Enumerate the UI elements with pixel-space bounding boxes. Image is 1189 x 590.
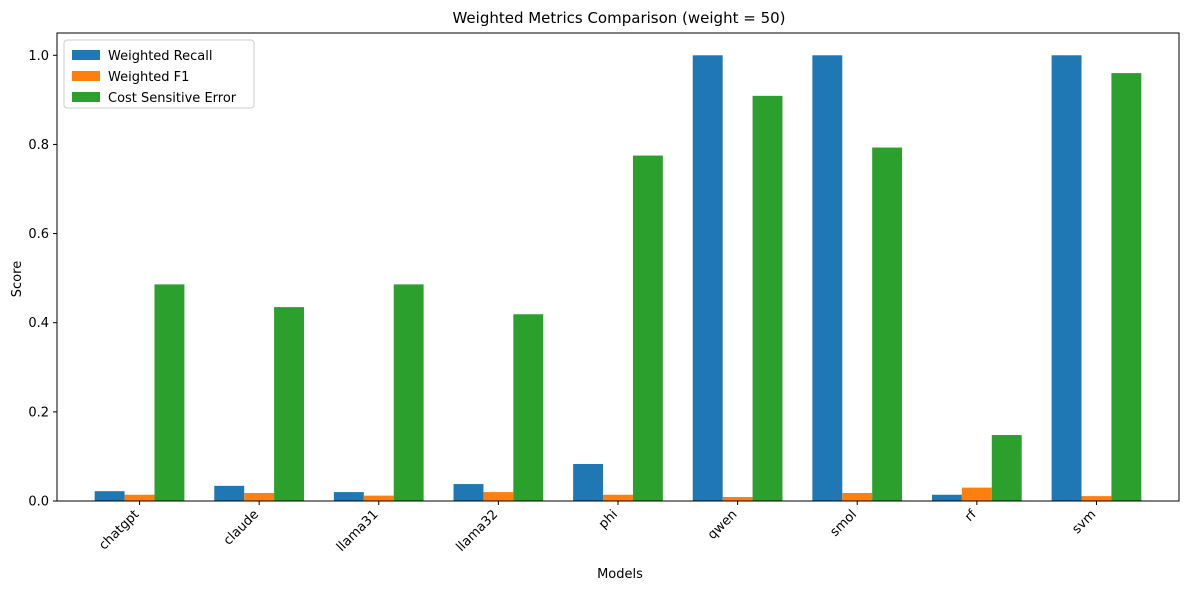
legend-swatch <box>72 71 100 81</box>
legend-frame <box>63 39 255 109</box>
x-tick-label: llama31 <box>334 507 382 555</box>
x-tick-label: phi <box>596 507 621 532</box>
x-tick-label: claude <box>221 507 262 548</box>
bar-cost-sensitive-error-svm <box>1111 73 1142 502</box>
bar-cost-sensitive-error-llama32 <box>513 314 544 501</box>
bar-weighted-recall-rf <box>931 494 962 501</box>
x-tick-label: smol <box>828 507 861 540</box>
bar-weighted-recall-smol <box>812 55 843 501</box>
legend-label: Weighted Recall <box>108 49 212 64</box>
bar-weighted-f1-llama31 <box>363 495 394 501</box>
bars-group <box>94 55 1142 502</box>
bar-cost-sensitive-error-llama31 <box>393 284 424 501</box>
bar-weighted-recall-qwen <box>692 55 723 501</box>
y-tick-label: 0.6 <box>28 227 49 242</box>
bar-cost-sensitive-error-chatgpt <box>154 284 185 501</box>
legend: Weighted Recall Weighted F1 Cost Sensitive… <box>63 39 255 109</box>
bar-cost-sensitive-error-smol <box>872 147 903 502</box>
y-tick-label: 0.2 <box>28 405 49 420</box>
chart-title: Weighted Metrics Comparison (weight = 50… <box>452 9 785 27</box>
bar-weighted-f1-claude <box>244 492 275 501</box>
bar-weighted-f1-llama32 <box>483 492 514 501</box>
legend-label: Cost Sensitive Error <box>108 91 237 106</box>
x-axis-label: Models <box>597 567 643 582</box>
y-axis-label: Score <box>10 261 25 297</box>
bar-weighted-recall-chatgpt <box>94 491 125 501</box>
bar-weighted-f1-qwen <box>722 496 753 501</box>
bar-cost-sensitive-error-qwen <box>752 95 783 501</box>
bar-weighted-f1-svm <box>1081 496 1112 501</box>
bar-cost-sensitive-error-phi <box>632 155 663 501</box>
bar-cost-sensitive-error-rf <box>991 435 1022 501</box>
bar-weighted-recall-svm <box>1051 55 1082 501</box>
legend-swatch <box>72 92 100 102</box>
y-tick-label: 0.4 <box>28 316 49 331</box>
bar-weighted-f1-rf <box>961 487 992 501</box>
bar-weighted-recall-phi <box>573 464 604 501</box>
x-tick-label: llama32 <box>454 507 502 555</box>
bar-cost-sensitive-error-claude <box>274 307 304 501</box>
y-tick-label: 0.0 <box>28 495 49 510</box>
bar-weighted-recall-llama31 <box>333 492 364 501</box>
x-tick-label: rf <box>962 507 980 525</box>
x-tick-label: qwen <box>705 507 740 542</box>
bar-weighted-f1-smol <box>842 492 873 501</box>
x-tick-label: svm <box>1069 507 1099 537</box>
bar-weighted-recall-llama32 <box>453 484 484 501</box>
y-tick-label: 0.8 <box>28 138 49 153</box>
y-tick-label: 1.0 <box>28 49 49 64</box>
bar-weighted-f1-chatgpt <box>124 494 155 501</box>
bar-weighted-recall-claude <box>214 485 245 501</box>
legend-label: Weighted F1 <box>108 70 189 85</box>
x-tick-label: chatgpt <box>96 507 142 553</box>
legend-swatch <box>72 50 100 60</box>
bar-weighted-f1-phi <box>603 494 633 501</box>
